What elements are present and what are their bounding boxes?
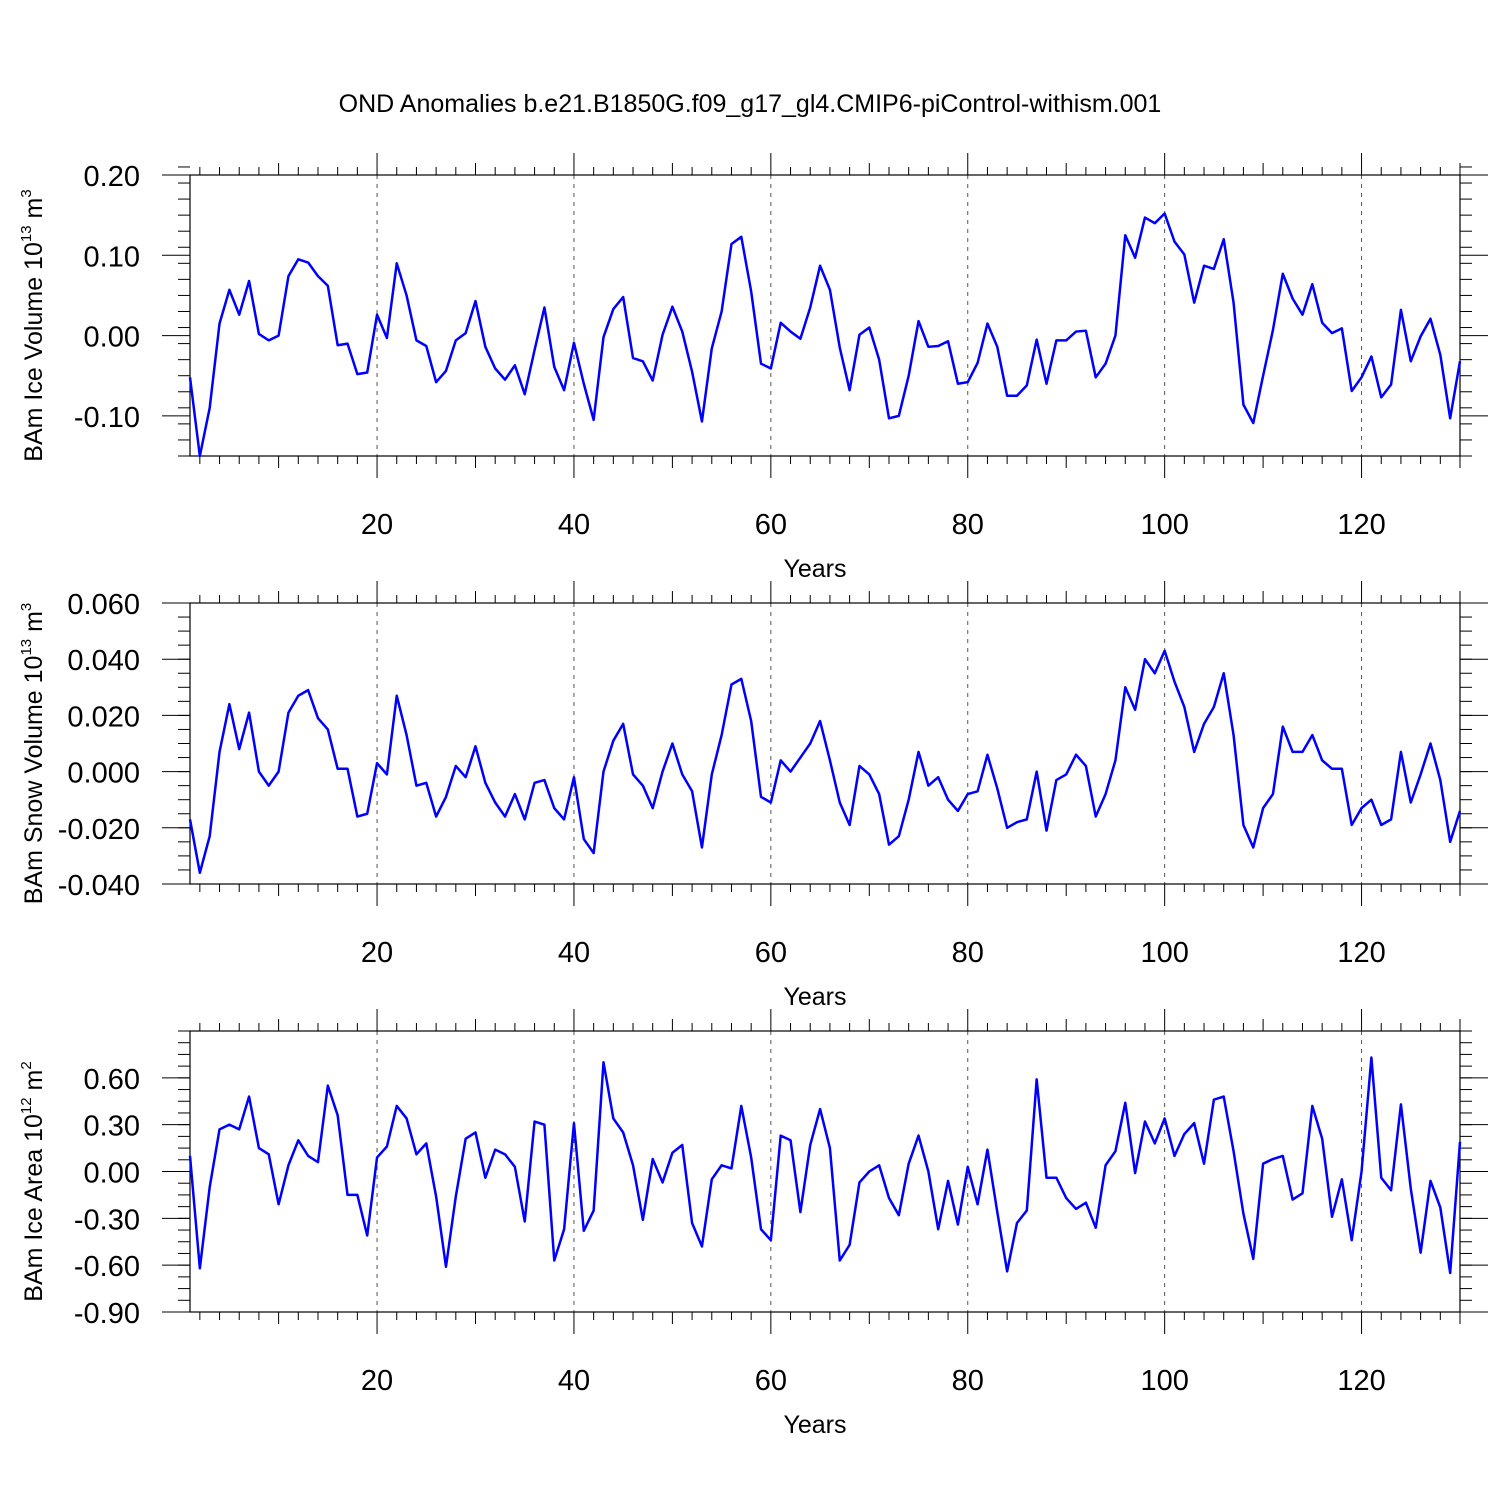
- plot-frame: [189, 1030, 1461, 1313]
- y-tick-label: -0.60: [74, 1251, 140, 1283]
- chart-panel-3: 20 40 60 80 100 120 0.60 0.30 0.00 -0.30 -0.60 -0.9…: [18, 1009, 1488, 1439]
- y-axis-title: BAm Ice Volume 1013 m3: [18, 189, 48, 461]
- series-line: [188, 649, 1462, 875]
- x-tick-label: 60: [755, 1365, 787, 1397]
- y-tick-label: 0.30: [84, 1111, 140, 1143]
- y-tick-label: -0.020: [58, 814, 140, 846]
- x-tick-label: 80: [952, 509, 984, 541]
- panels: 20 40 60 80 100 120 0.20 0.10 0.00 -0.10 Years BAm …: [18, 153, 1488, 1439]
- y-tick-label: 0.060: [67, 589, 140, 621]
- y-tick-label: 0.000: [67, 758, 140, 790]
- figure-title: OND Anomalies b.e21.B1850G.f09_g17_gl4.C…: [339, 90, 1162, 118]
- chart-panel-1: 20 40 60 80 100 120 0.20 0.10 0.00 -0.10 Years BAm …: [18, 153, 1488, 583]
- y-tick-label: 0.040: [67, 645, 140, 677]
- plot-frame: [189, 602, 1461, 885]
- x-tick-label: 40: [558, 937, 590, 969]
- x-tick-label: 20: [361, 937, 393, 969]
- y-tick-label: 0.20: [84, 161, 140, 193]
- x-tick-label: 60: [755, 509, 787, 541]
- series-line: [188, 1056, 1462, 1275]
- y-tick-label: -0.30: [74, 1204, 140, 1236]
- x-axis-title: Years: [783, 983, 846, 1011]
- x-tick-label: 120: [1337, 1365, 1385, 1397]
- y-tick-label: 0.60: [84, 1064, 140, 1096]
- y-tick-label: 0.020: [67, 701, 140, 733]
- plot-frame: [189, 174, 1461, 457]
- y-axis-title: BAm Ice Area 1012 m2: [18, 1061, 48, 1301]
- y-tick-label: -0.90: [74, 1298, 140, 1330]
- chart-panel-2: 20 40 60 80 100 120 0.060 0.040 0.020 0.000 -0.020…: [18, 581, 1488, 1011]
- x-tick-label: 20: [361, 1365, 393, 1397]
- y-tick-label: 0.00: [84, 322, 140, 354]
- x-axis-title: Years: [783, 1411, 846, 1439]
- x-tick-label: 20: [361, 509, 393, 541]
- x-tick-label: 120: [1337, 509, 1385, 541]
- x-axis-title: Years: [783, 555, 846, 583]
- x-tick-label: 40: [558, 1365, 590, 1397]
- x-tick-label: 40: [558, 509, 590, 541]
- x-tick-label: 100: [1140, 1365, 1188, 1397]
- x-tick-label: 100: [1140, 509, 1188, 541]
- x-tick-label: 80: [952, 1365, 984, 1397]
- x-tick-label: 120: [1337, 937, 1385, 969]
- x-tick-label: 100: [1140, 937, 1188, 969]
- series-line: [188, 212, 1462, 458]
- y-tick-label: -0.040: [58, 870, 140, 902]
- y-tick-label: 0.10: [84, 241, 140, 273]
- x-tick-label: 80: [952, 937, 984, 969]
- y-axis-title: BAm Snow Volume 1013 m3: [18, 603, 48, 905]
- y-tick-label: -0.10: [74, 402, 140, 434]
- x-tick-label: 60: [755, 937, 787, 969]
- y-tick-label: 0.00: [84, 1158, 140, 1190]
